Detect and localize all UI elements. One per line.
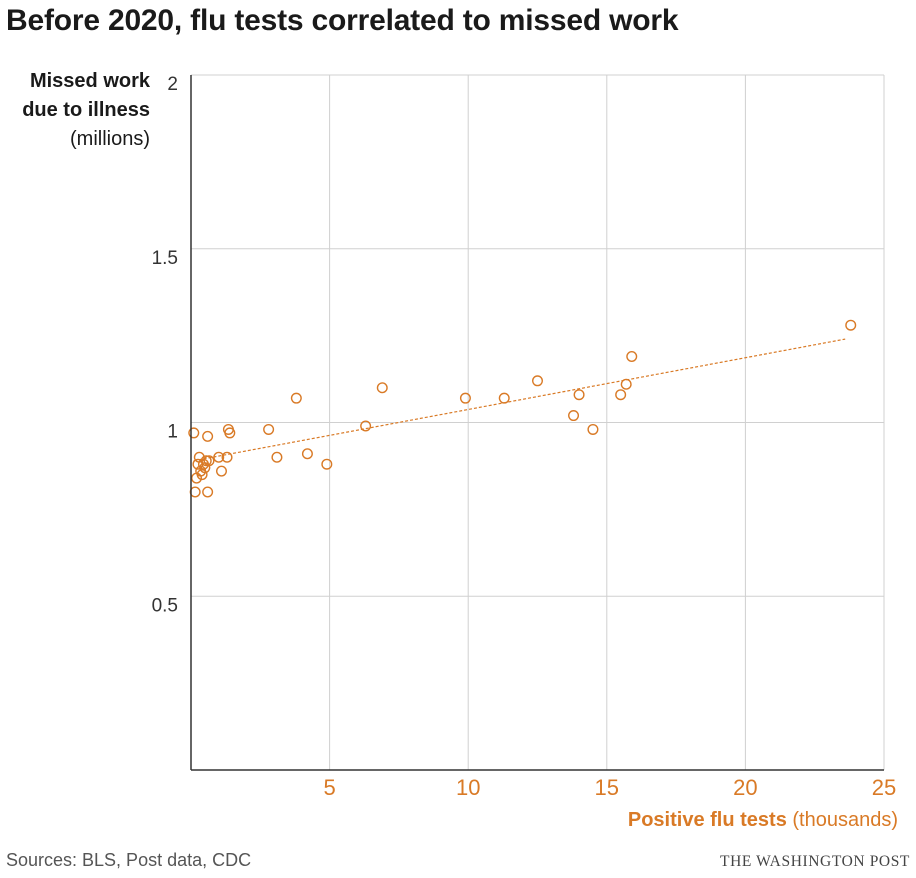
x-axis-label-main: Positive flu tests [628, 809, 787, 831]
tick-labels: 5 10 15 20 25 0.5 1 1.5 2 [152, 74, 897, 800]
data-point [224, 427, 236, 439]
data-point [620, 378, 632, 390]
data-point [321, 458, 333, 470]
x-axis-label: Positive flu tests (thousands) [628, 809, 898, 831]
data-point [845, 319, 857, 331]
y-tick-label: 1 [167, 422, 178, 443]
data-point [459, 392, 471, 404]
x-tick-label: 5 [323, 775, 335, 800]
y-tick-label: 2 [167, 74, 178, 95]
y-tick-label: 1.5 [152, 248, 178, 269]
scatter-chart: 5 10 15 20 25 0.5 1 1.5 2 Positive flu tests (th… [152, 74, 898, 831]
data-point [215, 465, 227, 477]
x-tick-label: 15 [595, 775, 619, 800]
y-axis-label-line2: due to illness [22, 99, 150, 121]
source-note: Sources: BLS, Post data, CDC [6, 850, 252, 870]
data-point [532, 375, 544, 387]
trendline [193, 338, 846, 462]
data-point [573, 389, 585, 401]
data-point [290, 392, 302, 404]
data-point [568, 410, 580, 422]
data-point [202, 486, 214, 498]
data-point [188, 427, 200, 439]
data-point [202, 430, 214, 442]
grid [191, 74, 885, 770]
x-axis-unit: (thousands) [792, 809, 898, 831]
data-point [301, 448, 313, 460]
data-point [626, 350, 638, 362]
axes [190, 75, 884, 771]
data-point [203, 455, 215, 467]
x-tick-label: 25 [872, 775, 896, 800]
data-point [189, 486, 201, 498]
y-axis-label-line1: Missed work [29, 70, 150, 92]
data-point [376, 382, 388, 394]
data-point [587, 423, 599, 435]
data-point [360, 420, 372, 432]
data-point [263, 423, 275, 435]
data-point [213, 451, 225, 463]
publisher-credit: THE WASHINGTON POST [720, 853, 910, 870]
data-point [498, 392, 510, 404]
data-point [271, 451, 283, 463]
data-points [188, 319, 857, 498]
x-tick-label: 10 [456, 775, 480, 800]
y-tick-label: 0.5 [152, 595, 178, 616]
data-point [615, 389, 627, 401]
x-tick-label: 20 [733, 775, 757, 800]
y-axis-label: Missed work due to illness (millions) [0, 67, 150, 154]
data-point [221, 451, 233, 463]
y-axis-unit: (millions) [70, 128, 150, 150]
chart-title: Before 2020, flu tests correlated to mis… [6, 4, 679, 37]
data-point [196, 469, 208, 481]
data-point [200, 455, 212, 467]
